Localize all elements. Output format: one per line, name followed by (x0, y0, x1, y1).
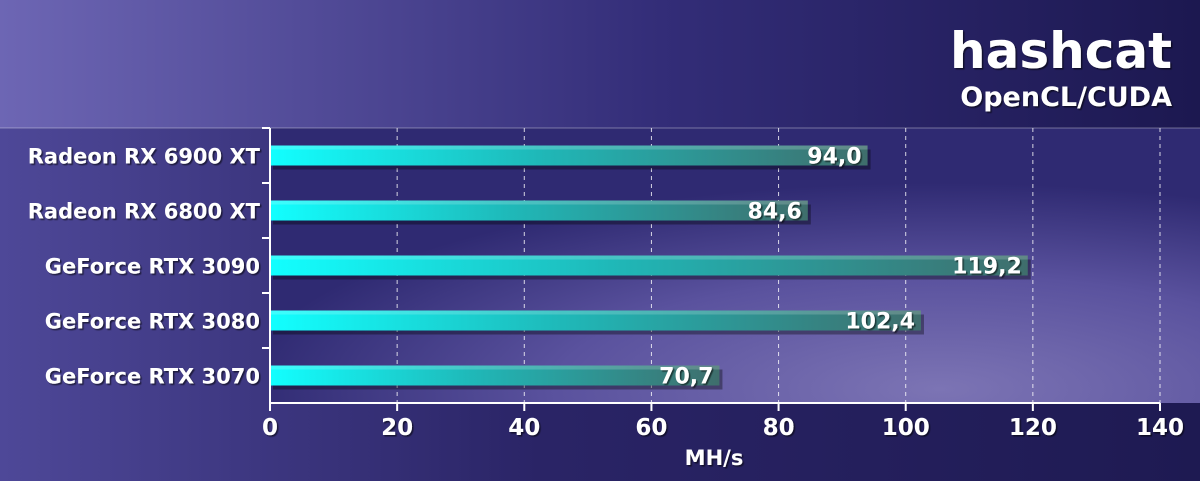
bar-highlight (270, 200, 808, 205)
bar (270, 145, 868, 166)
bars: 94,0 84,6 119,2 102,4 70,7 (270, 145, 1031, 390)
x-tick-label: 100 (882, 415, 930, 441)
bar (270, 310, 921, 331)
bar (270, 255, 1028, 276)
category-label: Radeon RX 6800 XT (28, 200, 261, 224)
bar-highlight (270, 365, 720, 370)
chart-title: hashcat (950, 22, 1172, 80)
x-tick-label: 140 (1136, 415, 1184, 441)
x-axis-label: MH/s (685, 446, 744, 470)
bar-value-label: 94,0 (807, 145, 861, 170)
bar-highlight (270, 310, 921, 315)
x-tick-label: 20 (381, 415, 413, 441)
header-band (0, 0, 1200, 128)
category-label: GeForce RTX 3090 (45, 255, 260, 279)
category-label: Radeon RX 6900 XT (28, 145, 261, 169)
bar-value-label: 119,2 (952, 255, 1022, 280)
x-tick-label: 80 (763, 415, 795, 441)
category-label: GeForce RTX 3080 (45, 310, 260, 334)
x-tick-label: 40 (508, 415, 540, 441)
bar-highlight (270, 255, 1028, 260)
x-tick-label: 60 (635, 415, 667, 441)
chart-subtitle: OpenCL/CUDA (960, 82, 1172, 113)
x-tick-label: 120 (1009, 415, 1057, 441)
x-tick-label: 0 (262, 415, 278, 441)
category-label: GeForce RTX 3070 (45, 365, 260, 389)
bar-value-label: 84,6 (748, 200, 802, 225)
category-labels: Radeon RX 6900 XT Radeon RX 6800 XT GeForc… (28, 145, 261, 389)
bar (270, 365, 720, 386)
bar-value-label: 70,7 (659, 365, 713, 390)
x-axis: 0 20 40 60 80 100 120 140 (262, 127, 1184, 441)
bar-value-label: 102,4 (845, 310, 915, 335)
bar-highlight (270, 145, 868, 150)
bar (270, 200, 808, 221)
